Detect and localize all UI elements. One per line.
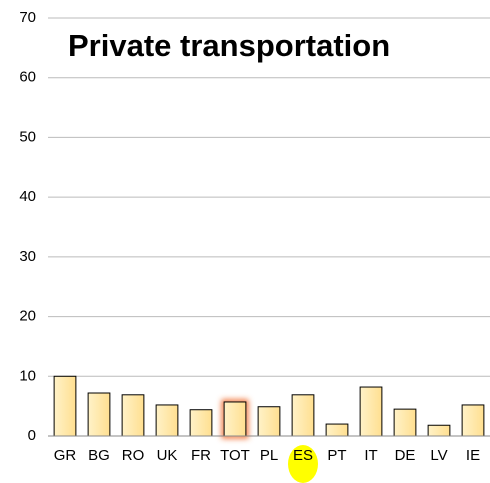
- x-tick-label: LV: [430, 447, 447, 464]
- bar: [427, 424, 451, 437]
- bar: [359, 386, 383, 437]
- bar: [53, 375, 77, 437]
- y-tick-label: 10: [19, 367, 36, 384]
- y-tick-label: 50: [19, 128, 36, 145]
- bar: [223, 401, 247, 437]
- x-tick-label: GR: [54, 447, 77, 464]
- bar: [87, 392, 111, 437]
- bar: [393, 408, 417, 437]
- bar: [121, 394, 145, 437]
- x-tick-label: PT: [327, 447, 346, 464]
- x-tick-label: IE: [466, 447, 480, 464]
- bar: [325, 423, 349, 437]
- bar: [155, 404, 179, 437]
- y-tick-label: 40: [19, 188, 36, 205]
- x-tick-label: BG: [88, 447, 110, 464]
- x-tick-label: RO: [122, 447, 145, 464]
- x-tick-label: DE: [395, 447, 416, 464]
- label-highlight: [288, 445, 318, 483]
- chart-title: Private transportation: [68, 28, 390, 63]
- x-tick-label: FR: [191, 447, 211, 464]
- x-tick-label: TOT: [220, 447, 250, 464]
- y-tick-label: 20: [19, 308, 36, 325]
- x-tick-label: IT: [364, 447, 377, 464]
- y-tick-label: 30: [19, 248, 36, 265]
- bar: [291, 394, 315, 437]
- y-tick-label: 60: [19, 69, 36, 86]
- y-tick-label: 0: [28, 427, 36, 444]
- bar: [189, 409, 213, 437]
- y-tick-label: 70: [19, 9, 36, 26]
- x-tick-label: UK: [157, 447, 178, 464]
- x-tick-label: PL: [260, 447, 278, 464]
- x-tick-label: ES: [293, 447, 313, 464]
- bar: [461, 404, 485, 437]
- bar: [257, 406, 281, 437]
